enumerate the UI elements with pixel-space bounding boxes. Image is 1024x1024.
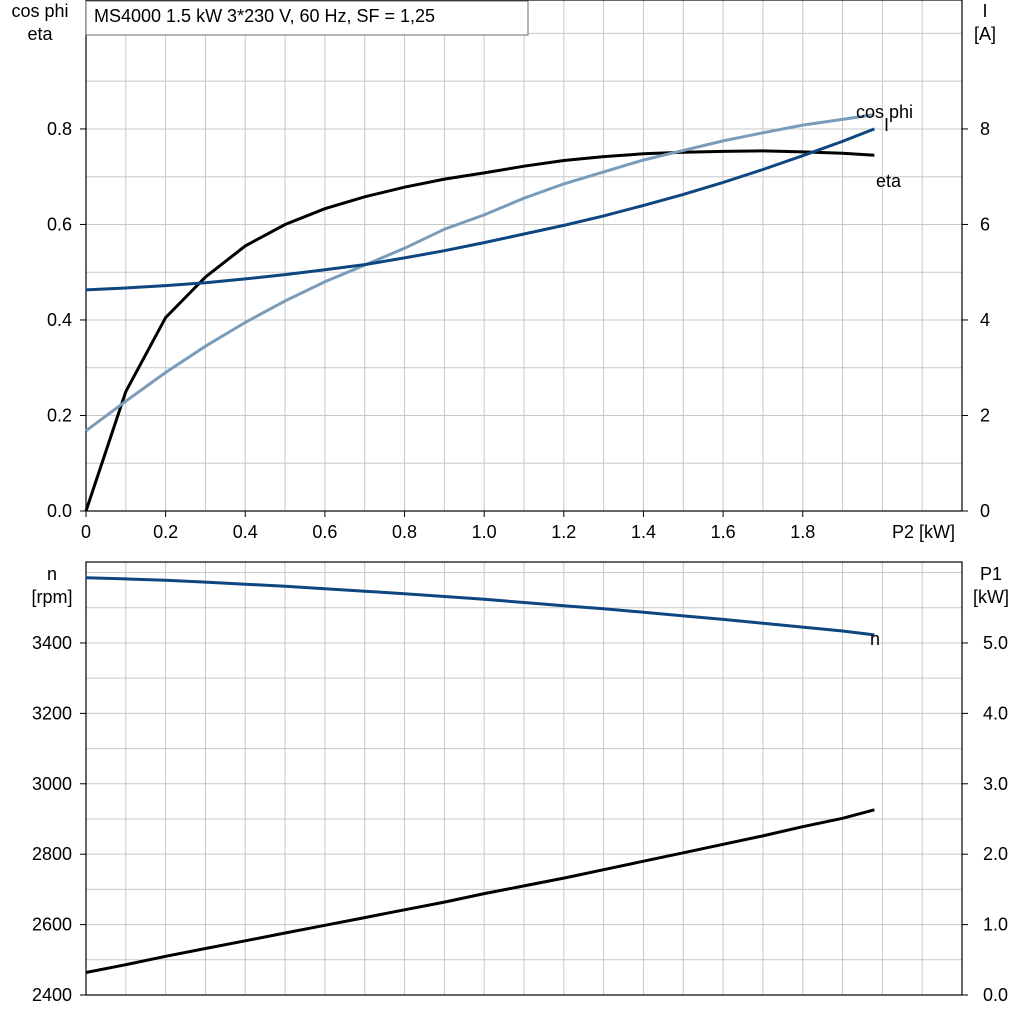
- x-tick-label: 1.4: [631, 522, 656, 542]
- top-plot-ticks: 0 0.2 0.4 0.6 0.8 1.0 1.2 1.4 1.6 1.8 0.0 0.2 0.4 0.6…: [47, 119, 990, 542]
- x-tick-label: 0.2: [153, 522, 178, 542]
- bottom-left-axis-title-1: n: [47, 564, 57, 584]
- left-y-tick-label: 2800: [32, 844, 72, 864]
- right-y-tick-label: 2: [980, 405, 990, 425]
- left-y-tick-label: 0.4: [47, 310, 72, 330]
- bottom-right-axis-title-2: [kW]: [973, 587, 1009, 607]
- x-tick-label: 1.2: [551, 522, 576, 542]
- left-y-tick-label: 0.8: [47, 119, 72, 139]
- eta-series-label: eta: [876, 171, 902, 191]
- x-axis-title: P2 [kW]: [892, 522, 955, 542]
- p1-series-line: [85, 808, 875, 974]
- chart-title: MS4000 1.5 kW 3*230 V, 60 Hz, SF = 1,25: [94, 6, 435, 26]
- top-right-axis-title-2: [A]: [974, 24, 996, 44]
- title-box: [85, 0, 529, 36]
- left-y-tick-label: 3000: [32, 774, 72, 794]
- x-tick-label: 0: [81, 522, 91, 542]
- x-tick-label: 1.0: [472, 522, 497, 542]
- left-y-tick-label: 0.2: [47, 405, 72, 425]
- x-tick-label: 1.8: [790, 522, 815, 542]
- right-y-tick-label: 6: [980, 214, 990, 234]
- right-y-tick-label: 2.0: [983, 844, 1008, 864]
- right-y-tick-label: 0: [980, 501, 990, 521]
- top-right-axis-title-1: I: [982, 1, 987, 21]
- right-y-tick-label: 5.0: [983, 633, 1008, 653]
- current-series-line: [85, 127, 875, 292]
- x-tick-label: 1.6: [711, 522, 736, 542]
- right-y-tick-label: 4.0: [983, 703, 1008, 723]
- left-y-tick-label: 0.0: [47, 501, 72, 521]
- x-tick-label: 0.6: [312, 522, 337, 542]
- top-left-axis-title-1: cos phi: [11, 1, 68, 21]
- right-y-tick-label: 3.0: [983, 774, 1008, 794]
- right-y-tick-label: 4: [980, 310, 990, 330]
- left-y-tick-label: 3200: [32, 703, 72, 723]
- top-left-axis-title-2: eta: [27, 24, 53, 44]
- bottom-left-axis-title-2: [rpm]: [31, 587, 72, 607]
- left-y-tick-label: 0.6: [47, 214, 72, 234]
- left-y-tick-label: 2600: [32, 915, 72, 935]
- cos-phi-series-line: [85, 113, 875, 433]
- right-y-tick-label: 0.0: [983, 985, 1008, 1005]
- bottom-plot-frame: [85, 561, 963, 996]
- current-series-label: I: [884, 115, 889, 135]
- speed-series-line: [85, 576, 875, 637]
- top-plot-grid: [86, 0, 962, 511]
- x-tick-label: 0.4: [233, 522, 258, 542]
- left-y-tick-label: 3400: [32, 633, 72, 653]
- bottom-right-axis-title-1: P1: [980, 564, 1002, 584]
- right-y-tick-label: 1.0: [983, 915, 1008, 935]
- speed-series-label: n: [870, 629, 880, 649]
- right-y-tick-label: 8: [980, 119, 990, 139]
- eta-series-line: [84, 149, 875, 512]
- left-y-tick-label: 2400: [32, 985, 72, 1005]
- bottom-plot-ticks: 2400 2600 2800 3000 3200 3400 0.0 1.0 2.0 3.0 4.0 5…: [32, 633, 1008, 1005]
- top-plot-frame: [85, 0, 963, 512]
- bottom-plot-grid: [86, 562, 962, 995]
- x-tick-label: 0.8: [392, 522, 417, 542]
- cos-phi-series-label: cos phi: [856, 102, 913, 122]
